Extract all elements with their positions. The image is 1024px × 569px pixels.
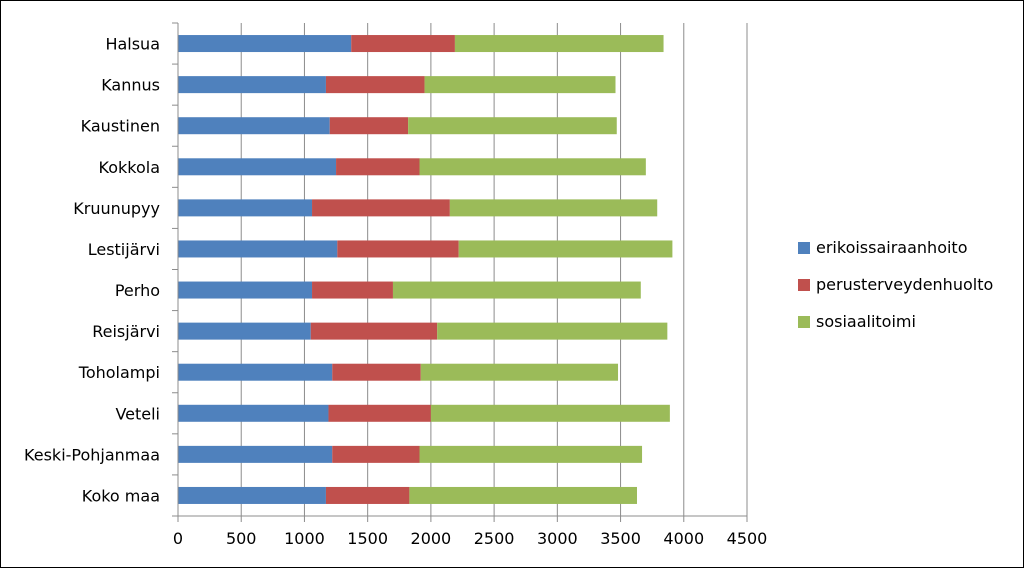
category-label: Toholampi [78,363,160,382]
category-label: Perho [115,281,160,300]
category-label: Kruunupyy [73,199,160,218]
category-label: Lestijärvi [88,240,160,259]
bar-segment [178,76,326,94]
x-tick-label: 1000 [284,529,325,548]
bar-segment [178,404,329,422]
category-label: Kaustinen [81,117,160,136]
category-label: Halsua [105,35,160,54]
bar-segment [178,117,330,135]
category-label: Keski-Pohjanmaa [24,445,160,464]
bar-segment [437,322,668,340]
bar-segment [409,486,637,504]
legend-label: perusterveydenhuolto [816,275,993,294]
bar-segment [458,240,673,258]
bar-segment [178,322,311,340]
x-tick-label: 500 [226,529,257,548]
bar-segment [325,486,410,504]
category-label: Kannus [101,76,160,95]
x-tick-label: 3500 [600,529,641,548]
bar-segment [449,199,658,217]
category-labels: Halsua Kannus Kaustinen Kokkola Kruunupyy Les… [24,35,160,506]
x-tick-label: 2500 [474,529,515,548]
legend-swatch [798,316,810,328]
bar-segment [325,76,425,94]
x-tick-label: 3000 [537,529,578,548]
bar-segment [328,404,431,422]
bar-segment [332,363,421,381]
legend: erikoissairaanhoito perusterveydenhuolto s… [798,238,993,331]
x-tick-label: 0 [173,529,183,548]
bar-segment [336,158,420,176]
axes [172,22,748,522]
x-tick-label: 1500 [347,529,388,548]
bar-segment [178,281,313,299]
bar-segment [454,35,664,53]
bar-segment [408,117,617,135]
bar-segment [178,35,352,53]
bar-segment [312,281,393,299]
bar-segment [312,199,450,217]
legend-swatch [798,242,810,254]
x-tick-label: 4500 [727,529,768,548]
bar-segment [419,158,646,176]
bar-segment [310,322,438,340]
bar-segment [337,240,459,258]
bar-segment [178,486,326,504]
bar-segment [332,445,420,463]
x-tick-label: 4000 [663,529,704,548]
category-label: Kokkola [99,158,160,177]
x-tick-label: 2000 [411,529,452,548]
bar-segment [178,240,338,258]
bar-segment [430,404,670,422]
bar-segment [178,158,337,176]
bar-segment [351,35,455,53]
bars [178,35,673,504]
legend-swatch [798,279,810,291]
bar-segment [329,117,409,135]
category-label: Veteli [115,404,160,423]
legend-label: sosiaalitoimi [816,312,916,331]
legend-label: erikoissairaanhoito [816,238,967,257]
bar-segment [424,76,616,94]
bar-segment [178,363,333,381]
bar-segment [178,445,333,463]
gridlines [240,23,748,516]
bar-segment [419,445,643,463]
category-label: Koko maa [82,486,160,505]
category-label: Reisjärvi [92,322,160,341]
bar-segment [178,199,313,217]
bar-segment [392,281,641,299]
x-tick-labels: 0 500 1000 1500 2000 2500 3000 3500 4000 4500 [173,529,767,548]
bar-segment [420,363,619,381]
